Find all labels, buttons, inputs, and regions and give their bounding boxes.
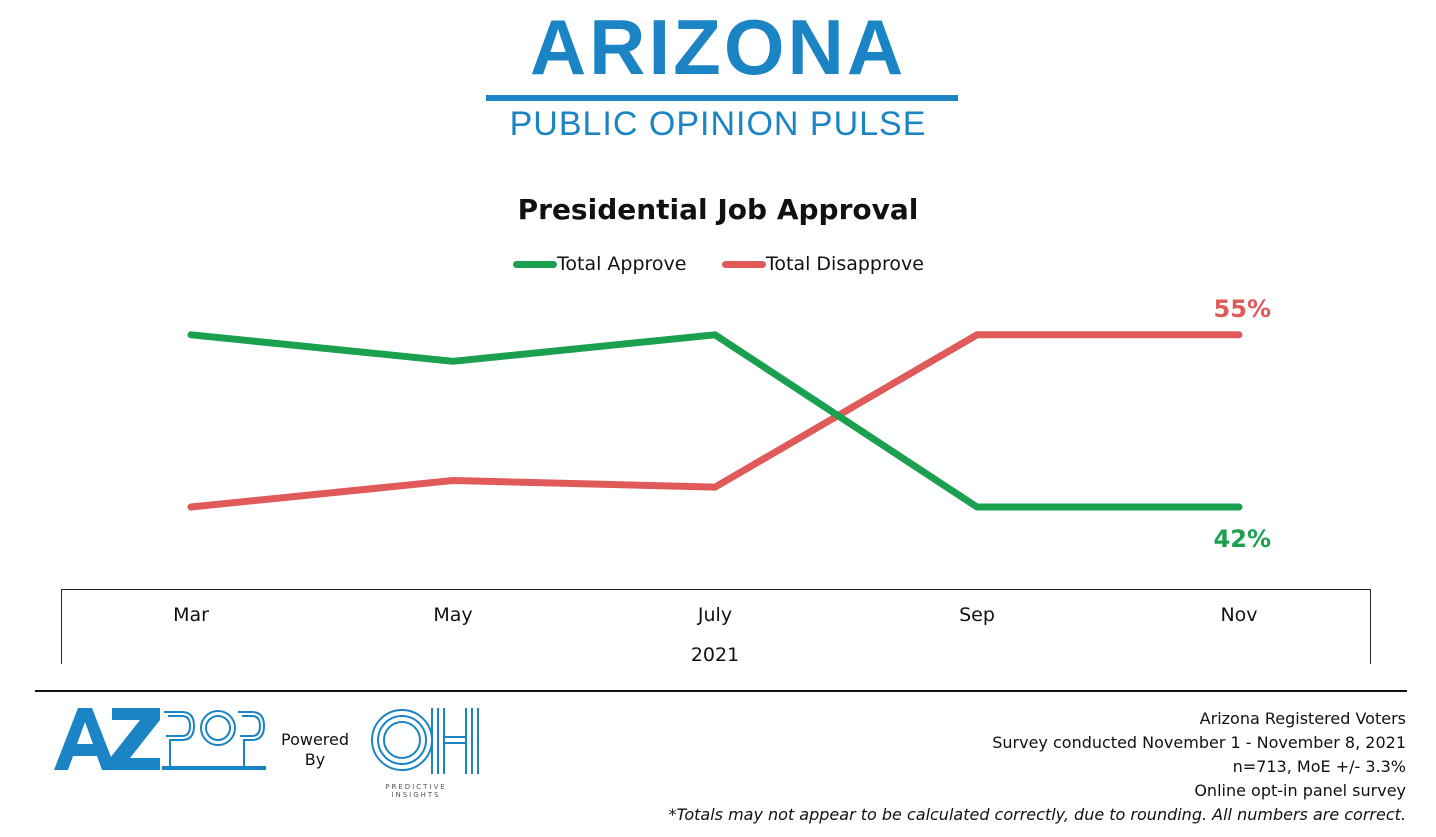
legend-label-disapprove: Total Disapprove bbox=[766, 253, 924, 275]
oh-logo-image bbox=[371, 708, 479, 774]
legend-item-approve: Total Approve bbox=[513, 252, 703, 276]
series-line-total-disapprove bbox=[187, 331, 1243, 511]
footer-line-method: Online opt-in panel survey bbox=[1194, 781, 1406, 800]
x-tick-mar: Mar bbox=[173, 604, 209, 626]
footer-note: *Totals may not appear to be calculated … bbox=[668, 805, 1406, 824]
footer-line-dates: Survey conducted November 1 - November 8… bbox=[992, 733, 1406, 752]
footer-line-sample: n=713, MoE +/- 3.3% bbox=[1232, 757, 1406, 776]
footer-line-population: Arizona Registered Voters bbox=[1199, 709, 1406, 728]
series-line-total-approve bbox=[187, 331, 1243, 511]
predictive-insights-logo bbox=[370, 704, 480, 784]
legend-label-approve: Total Approve bbox=[557, 253, 687, 275]
chart-title: Presidential Job Approval bbox=[517, 193, 919, 226]
x-axis-group-label: 2021 bbox=[690, 644, 740, 666]
powered-by-label: Powered By bbox=[280, 730, 350, 769]
x-tick-july: July bbox=[697, 604, 733, 626]
legend-item-disapprove: Total Disapprove bbox=[722, 252, 942, 276]
x-tick-may: May bbox=[433, 604, 473, 626]
azpop-logo-image bbox=[54, 708, 266, 770]
logo-divider bbox=[486, 95, 958, 101]
category-axis-box bbox=[61, 589, 1371, 664]
legend-swatch-approve bbox=[513, 261, 557, 268]
logo-title: ARIZONA bbox=[529, 3, 907, 91]
data-label-total-disapprove-nov: 55% bbox=[1214, 295, 1271, 323]
logo-subtitle: PUBLIC OPINION PULSE bbox=[509, 105, 927, 143]
x-tick-sep: Sep bbox=[959, 604, 995, 626]
data-label-total-approve-nov: 42% bbox=[1214, 525, 1271, 553]
azpop-logo bbox=[52, 704, 267, 776]
legend-swatch-disapprove bbox=[722, 261, 766, 268]
footer-divider bbox=[35, 690, 1407, 692]
x-tick-nov: Nov bbox=[1220, 604, 1258, 626]
predictive-insights-text: PREDICTIVE INSIGHTS bbox=[385, 783, 447, 799]
